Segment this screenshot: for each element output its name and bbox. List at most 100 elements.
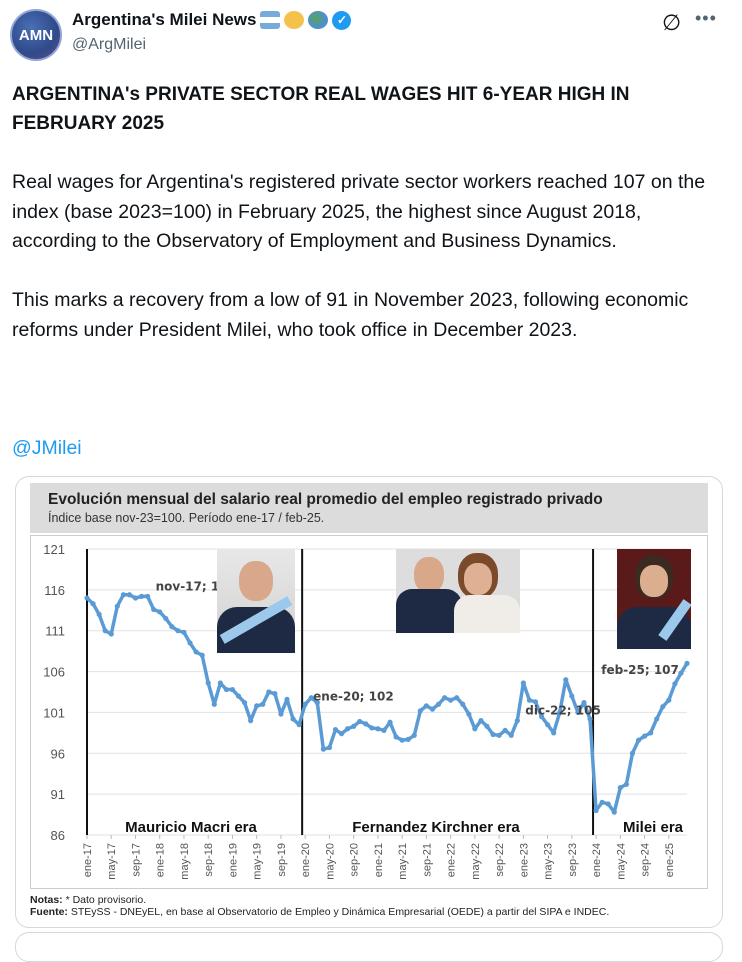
data-point	[96, 611, 102, 617]
data-point	[393, 734, 399, 740]
data-point	[229, 686, 236, 693]
x-tick-label: may-22	[470, 843, 482, 880]
notes-text: * Dato provisorio.	[65, 894, 147, 906]
data-point	[514, 718, 520, 724]
data-point	[284, 696, 290, 702]
y-tick-label: 121	[43, 542, 65, 557]
x-tick-label: ene-22	[446, 843, 458, 877]
data-point	[151, 606, 157, 613]
data-point	[357, 718, 363, 725]
data-point	[181, 629, 187, 635]
data-point	[169, 624, 175, 630]
data-point	[611, 809, 617, 815]
data-point	[429, 706, 436, 712]
x-tick-label: may-20	[324, 843, 336, 880]
data-point	[314, 700, 320, 706]
data-point	[248, 718, 254, 724]
x-tick-label: ene-20	[300, 843, 312, 877]
chart-plot: 121 116 111 106 101 96 91 86 ene-17 may-17 sep-17 e…	[30, 535, 708, 889]
data-point	[635, 737, 642, 743]
data-point	[581, 700, 587, 706]
data-point	[557, 709, 563, 716]
x-tick-label: ene-25	[664, 843, 676, 877]
data-point	[672, 681, 678, 687]
x-tick-label: may-17	[106, 843, 118, 880]
x-tick-label: sep-21	[421, 843, 433, 877]
data-label: dic-22; 105	[525, 704, 601, 718]
data-point	[302, 701, 308, 707]
line-chart: 121 116 111 106 101 96 91 86 ene-17 may-17 sep-17 e…	[43, 542, 690, 880]
data-point	[660, 704, 666, 710]
data-point	[345, 726, 351, 732]
y-tick-label: 116	[44, 583, 65, 598]
data-point	[411, 732, 417, 738]
data-point	[381, 727, 387, 734]
x-tick-label: may-23	[543, 843, 555, 880]
data-point	[587, 716, 593, 722]
data-point	[320, 746, 326, 752]
more-options-icon[interactable]: •••	[695, 8, 717, 28]
y-tick-label: 111	[45, 624, 65, 639]
data-point	[175, 628, 181, 634]
author-name-row[interactable]: Argentina's Milei News ✓	[72, 10, 352, 30]
data-point	[157, 609, 163, 615]
tweet-image[interactable]: Evolución mensual del salario real prome…	[15, 476, 723, 928]
data-point	[211, 701, 217, 707]
data-point	[641, 733, 648, 739]
data-point	[441, 695, 448, 701]
data-point	[84, 595, 90, 601]
data-point	[375, 726, 381, 732]
data-point	[684, 660, 690, 666]
data-point	[593, 807, 599, 814]
data-point	[502, 727, 508, 734]
globe-icon	[308, 11, 329, 29]
avatar[interactable]: AMN	[10, 9, 62, 61]
grok-icon[interactable]: ∅	[662, 10, 682, 35]
data-point	[545, 722, 551, 728]
data-point	[623, 781, 629, 787]
data-label: ene-20; 102	[313, 689, 394, 703]
y-tick-label: 91	[51, 787, 65, 802]
x-tick-label: sep-22	[494, 843, 506, 877]
data-point	[551, 730, 557, 736]
data-point	[532, 699, 539, 705]
next-post-card[interactable]	[15, 932, 723, 962]
x-tick-label: may-21	[397, 843, 409, 880]
data-point	[605, 801, 611, 807]
data-point	[575, 709, 581, 716]
author-name[interactable]: Argentina's Milei News	[72, 10, 257, 29]
data-point	[102, 628, 108, 634]
data-point	[132, 595, 139, 601]
x-tick-label: may-19	[252, 843, 264, 880]
data-point	[417, 708, 423, 714]
data-point	[478, 718, 484, 724]
x-tick-label: ene-17	[82, 843, 94, 877]
x-tick-label: sep-20	[349, 843, 361, 877]
mention-link[interactable]: @JMilei	[12, 437, 82, 459]
author-handle[interactable]: @ArgMilei	[72, 36, 147, 53]
data-point	[351, 723, 357, 729]
data-point	[563, 677, 569, 683]
y-tick-label: 86	[51, 828, 65, 843]
source-text: STEySS - DNEyEL, en base al Observatorio…	[70, 906, 610, 918]
data-point	[326, 744, 333, 751]
data-point	[217, 680, 223, 686]
data-point	[654, 716, 660, 722]
x-tick-label: ene-18	[155, 843, 167, 877]
fernandez-kirchner-photo	[396, 549, 520, 633]
notes-label: Notas:	[30, 894, 63, 906]
verified-badge-icon[interactable]: ✓	[332, 10, 352, 30]
tweet-headline: ARGENTINA's PRIVATE SECTOR REAL WAGES HI…	[12, 84, 630, 134]
x-tick-label: sep-24	[640, 843, 652, 877]
data-point	[241, 700, 248, 706]
data-point	[617, 785, 623, 791]
data-point	[405, 736, 411, 742]
data-point	[666, 697, 672, 703]
data-point	[114, 603, 120, 609]
series-line	[85, 593, 689, 814]
data-point	[466, 711, 472, 717]
data-point	[387, 719, 393, 725]
tweet-paragraph: This marks a recovery from a low of 91 i…	[12, 289, 689, 341]
data-point	[496, 732, 502, 738]
data-point	[278, 711, 284, 717]
